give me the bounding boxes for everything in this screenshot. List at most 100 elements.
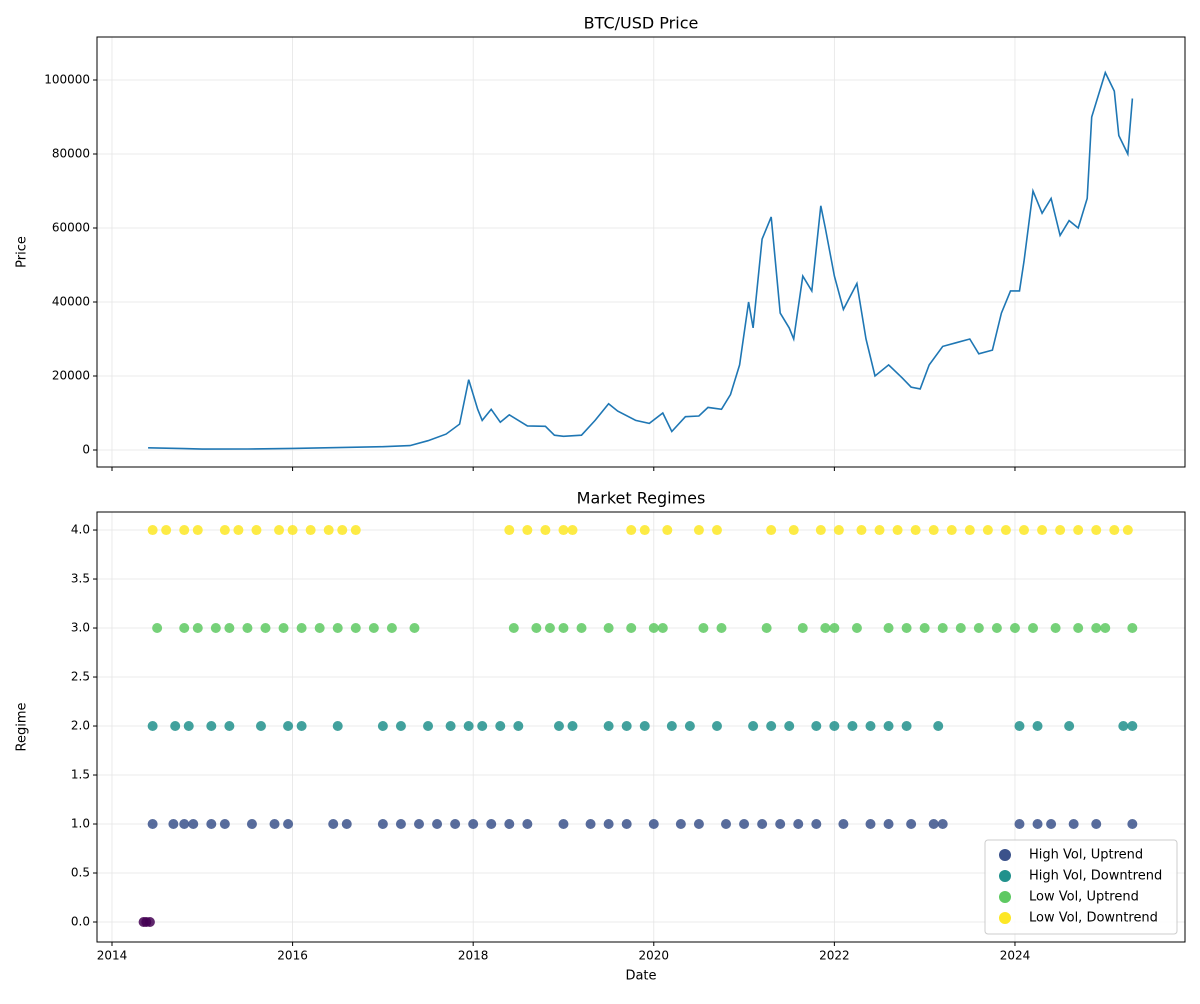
regime-point xyxy=(933,721,944,732)
regime-point xyxy=(603,819,614,830)
regime-point xyxy=(698,623,709,634)
regime-point xyxy=(621,721,632,732)
legend-label: Low Vol, Uptrend xyxy=(1029,890,1139,905)
regime-point xyxy=(531,623,542,634)
regime-point xyxy=(323,525,334,536)
regime-point xyxy=(432,819,443,830)
regime-point xyxy=(815,525,826,536)
regime-point xyxy=(603,721,614,732)
regime-point xyxy=(513,721,524,732)
regime-point xyxy=(219,819,230,830)
legend-label: High Vol, Uptrend xyxy=(1029,848,1143,863)
regime-point xyxy=(269,819,280,830)
regime-point xyxy=(495,721,506,732)
regime-point xyxy=(179,819,190,830)
regime-point xyxy=(558,525,569,536)
y-tick-label: 4.0 xyxy=(71,523,90,537)
regime-point xyxy=(287,525,298,536)
regime-point xyxy=(901,721,912,732)
y-tick-label: 0 xyxy=(82,442,90,456)
regime-point xyxy=(395,819,406,830)
regime-point xyxy=(964,525,975,536)
regime-point xyxy=(847,721,858,732)
regime-point xyxy=(504,819,515,830)
regime-point xyxy=(1127,819,1138,830)
regime-point xyxy=(648,623,659,634)
axes-frame xyxy=(96,511,1186,943)
regime-point xyxy=(856,525,867,536)
regime-point xyxy=(224,721,235,732)
regime-point xyxy=(179,623,190,634)
regime-point xyxy=(883,721,894,732)
regime-point xyxy=(468,819,479,830)
regime-point xyxy=(901,623,912,634)
y-tick-label: 60000 xyxy=(52,221,90,235)
regime-point xyxy=(1091,623,1102,634)
regime-point xyxy=(874,525,885,536)
regime-point xyxy=(693,525,704,536)
regime-point xyxy=(377,721,388,732)
y-tick-label: 0.5 xyxy=(71,866,90,880)
regime-point xyxy=(991,623,1002,634)
legend-marker xyxy=(999,912,1011,924)
regime-point xyxy=(1014,819,1025,830)
regime-point xyxy=(414,819,425,830)
regime-point xyxy=(206,819,217,830)
regime-point xyxy=(445,721,456,732)
regime-point xyxy=(820,623,831,634)
y-tick-label: 2.0 xyxy=(71,719,90,733)
regime-point xyxy=(1068,819,1079,830)
y-tick-label: 20000 xyxy=(52,368,90,382)
regime-point xyxy=(684,721,695,732)
regime-point xyxy=(626,525,637,536)
regime-point xyxy=(576,623,587,634)
regime-point xyxy=(982,525,993,536)
regime-point xyxy=(811,721,822,732)
regime-point xyxy=(1100,623,1111,634)
regime-point xyxy=(558,819,569,830)
regime-point xyxy=(788,525,799,536)
regime-point xyxy=(188,819,199,830)
regime-point xyxy=(337,525,348,536)
regime-point xyxy=(784,721,795,732)
regime-point xyxy=(639,721,650,732)
regime-point xyxy=(233,525,244,536)
x-tick-label: 2018 xyxy=(458,949,489,963)
y-tick-label: 40000 xyxy=(52,294,90,308)
regime-point xyxy=(152,623,163,634)
regime-point xyxy=(675,819,686,830)
regime-point xyxy=(693,819,704,830)
regime-point xyxy=(892,525,903,536)
regime-point xyxy=(955,623,966,634)
legend-box xyxy=(984,839,1178,935)
regime-point xyxy=(219,525,230,536)
regime-point xyxy=(757,819,768,830)
regime-point xyxy=(1064,721,1075,732)
regime-point xyxy=(946,525,957,536)
regime-point xyxy=(423,721,434,732)
regime-point xyxy=(450,819,461,830)
regime-point xyxy=(1050,623,1061,634)
regime-point xyxy=(833,525,844,536)
y-tick-label: 3.0 xyxy=(71,621,90,635)
regime-point xyxy=(255,721,266,732)
x-axis-label: Date xyxy=(625,969,656,984)
regime-point xyxy=(544,623,555,634)
regime-point xyxy=(486,819,497,830)
x-tick-label: 2014 xyxy=(97,949,128,963)
y-tick-label: 1.5 xyxy=(71,768,90,782)
x-tick-label: 2024 xyxy=(1000,949,1031,963)
regime-point xyxy=(296,721,307,732)
regime-point xyxy=(210,623,221,634)
regime-point xyxy=(377,819,388,830)
regime-point xyxy=(1109,525,1120,536)
regime-point xyxy=(386,623,397,634)
regime-point xyxy=(170,721,181,732)
regime-point xyxy=(716,623,727,634)
regime-point xyxy=(144,917,155,928)
regime-point xyxy=(666,721,677,732)
regime-point xyxy=(332,623,343,634)
regime-point xyxy=(224,623,235,634)
regime-point xyxy=(865,721,876,732)
